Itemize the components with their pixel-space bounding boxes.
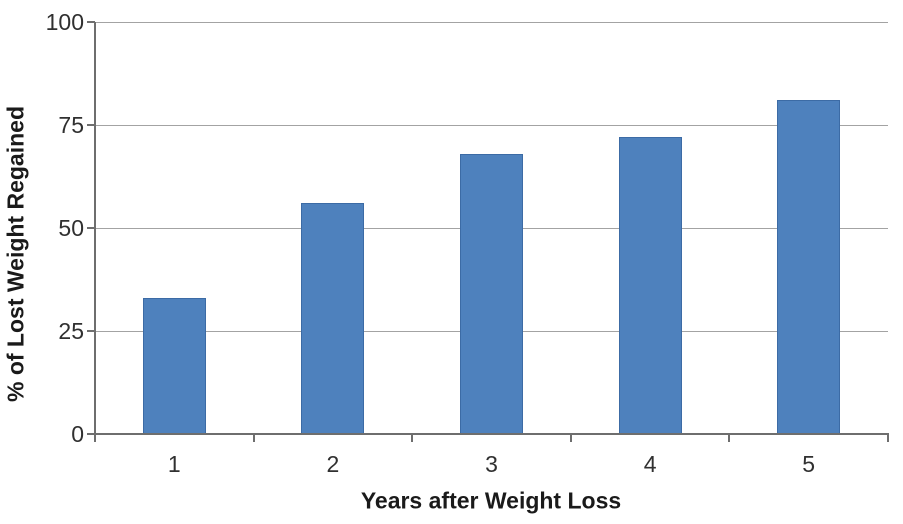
y-tick-mark — [87, 433, 95, 435]
x-tick-label: 4 — [643, 451, 657, 477]
y-tick-mark — [87, 330, 95, 332]
y-axis-title: % of Lost Weight Regained — [2, 105, 29, 403]
bar — [618, 137, 682, 434]
x-tick-label: 5 — [802, 451, 816, 477]
y-tick-label: 0 — [71, 421, 84, 447]
y-axis-line — [94, 22, 96, 442]
x-tick-mark — [411, 434, 414, 442]
bar — [777, 100, 841, 434]
x-axis-line — [94, 433, 889, 435]
y-tick-mark — [87, 21, 95, 23]
bar — [301, 203, 365, 434]
x-tick-label: 1 — [167, 451, 181, 477]
x-tick-mark — [252, 434, 255, 442]
x-tick-mark — [887, 434, 889, 442]
y-tick-label: 25 — [58, 318, 84, 344]
y-tick-label: 75 — [58, 112, 84, 138]
y-tick-mark — [87, 124, 95, 126]
x-tick-mark — [569, 434, 572, 442]
y-gridline — [95, 21, 888, 23]
y-tick-label: 100 — [45, 9, 84, 35]
y-gridline — [95, 124, 888, 126]
y-tick-label: 50 — [58, 215, 84, 241]
x-tick-label: 3 — [485, 451, 498, 477]
x-tick-mark — [728, 434, 731, 442]
y-tick-mark — [87, 227, 95, 229]
x-tick-label: 2 — [326, 451, 340, 477]
x-axis-title: Years after Weight Loss — [360, 487, 622, 514]
